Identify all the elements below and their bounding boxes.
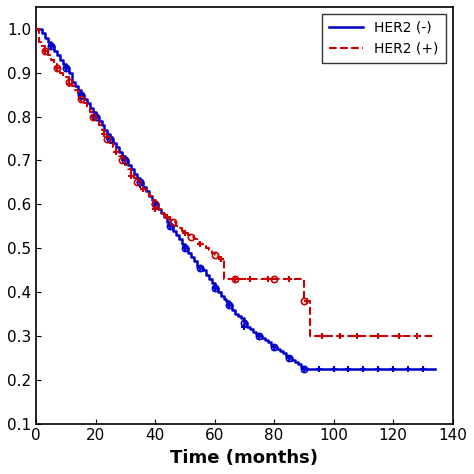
X-axis label: Time (months): Time (months): [170, 449, 319, 467]
Legend: HER2 (-), HER2 (+): HER2 (-), HER2 (+): [321, 14, 446, 63]
